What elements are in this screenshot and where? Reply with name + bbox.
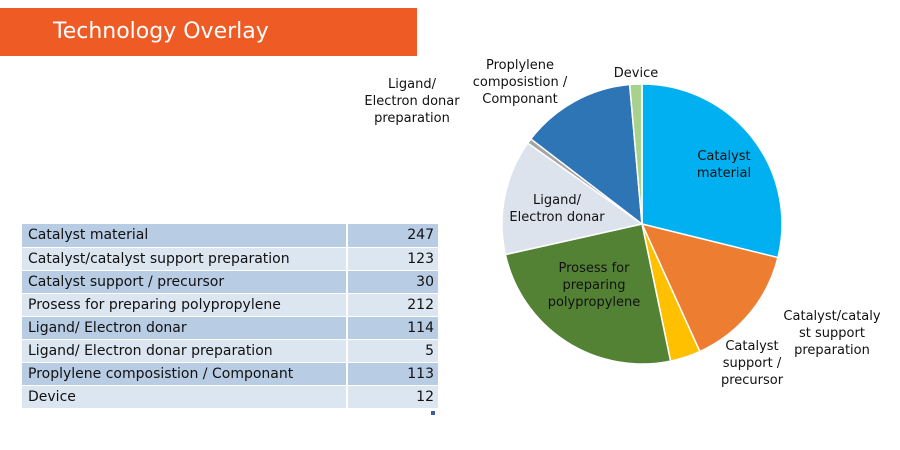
row-label: Ligand/ Electron donar preparation: [22, 339, 348, 363]
table-row: Catalyst support / precursor 30: [22, 270, 438, 294]
pie-slice-label: Ligand/Electron donar preparation: [364, 77, 460, 126]
page-title: Technology Overlay: [53, 19, 269, 44]
table-row: Proplylene composistion / Componant 113: [22, 362, 438, 386]
pie-slice: [529, 83, 643, 226]
row-value: 12: [347, 385, 438, 409]
pie-slice-label: Catalyst support / precursor: [721, 339, 784, 388]
row-label: Catalyst/catalyst support preparation: [22, 247, 348, 271]
table-row: Catalyst material 247: [22, 224, 438, 248]
table-row: Ligand/ Electron donar preparation 5: [22, 339, 438, 363]
data-table: Catalyst material 247 Catalyst/catalyst …: [22, 224, 438, 409]
pie-slice-label: Prosess for preparing polypropylene: [548, 261, 641, 310]
row-label: Proplylene composistion / Componant: [22, 362, 348, 386]
table-row: Ligand/ Electron donar 114: [22, 316, 438, 340]
title-bar: Technology Overlay: [0, 8, 417, 56]
row-value: 5: [347, 339, 438, 363]
pie-slice-label: Device: [614, 66, 658, 81]
row-label: Prosess for preparing polypropylene: [22, 293, 348, 317]
pie-slice-label: Ligand/Electron donar: [509, 193, 605, 225]
pie-slice: [641, 83, 783, 259]
row-value: 30: [347, 270, 438, 294]
row-label: Catalyst support / precursor: [22, 270, 348, 294]
table-row: Catalyst/catalyst support preparation 12…: [22, 247, 438, 271]
pie-slice: [501, 142, 644, 256]
pie-slice-label: Catalyst/cataly st support preparation: [783, 309, 880, 358]
row-label: Device: [22, 385, 348, 409]
row-value: 247: [347, 224, 438, 248]
row-value: 113: [347, 362, 438, 386]
table-row: Device 12: [22, 385, 438, 409]
pie-slice: [504, 223, 672, 365]
row-label: Catalyst material: [22, 224, 348, 248]
row-value: 114: [347, 316, 438, 340]
row-value: 123: [347, 247, 438, 271]
pie-slice: [628, 83, 643, 225]
pie-slice: [640, 222, 779, 353]
row-value: 212: [347, 293, 438, 317]
row-label: Ligand/ Electron donar: [22, 316, 348, 340]
table-row: Prosess for preparing polypropylene 212: [22, 293, 438, 317]
pie-slice-label: Catalyst material: [697, 149, 751, 181]
table-resize-handle: [431, 411, 435, 415]
pie-slice-label: Proplylene composistion / Componant: [473, 58, 568, 107]
